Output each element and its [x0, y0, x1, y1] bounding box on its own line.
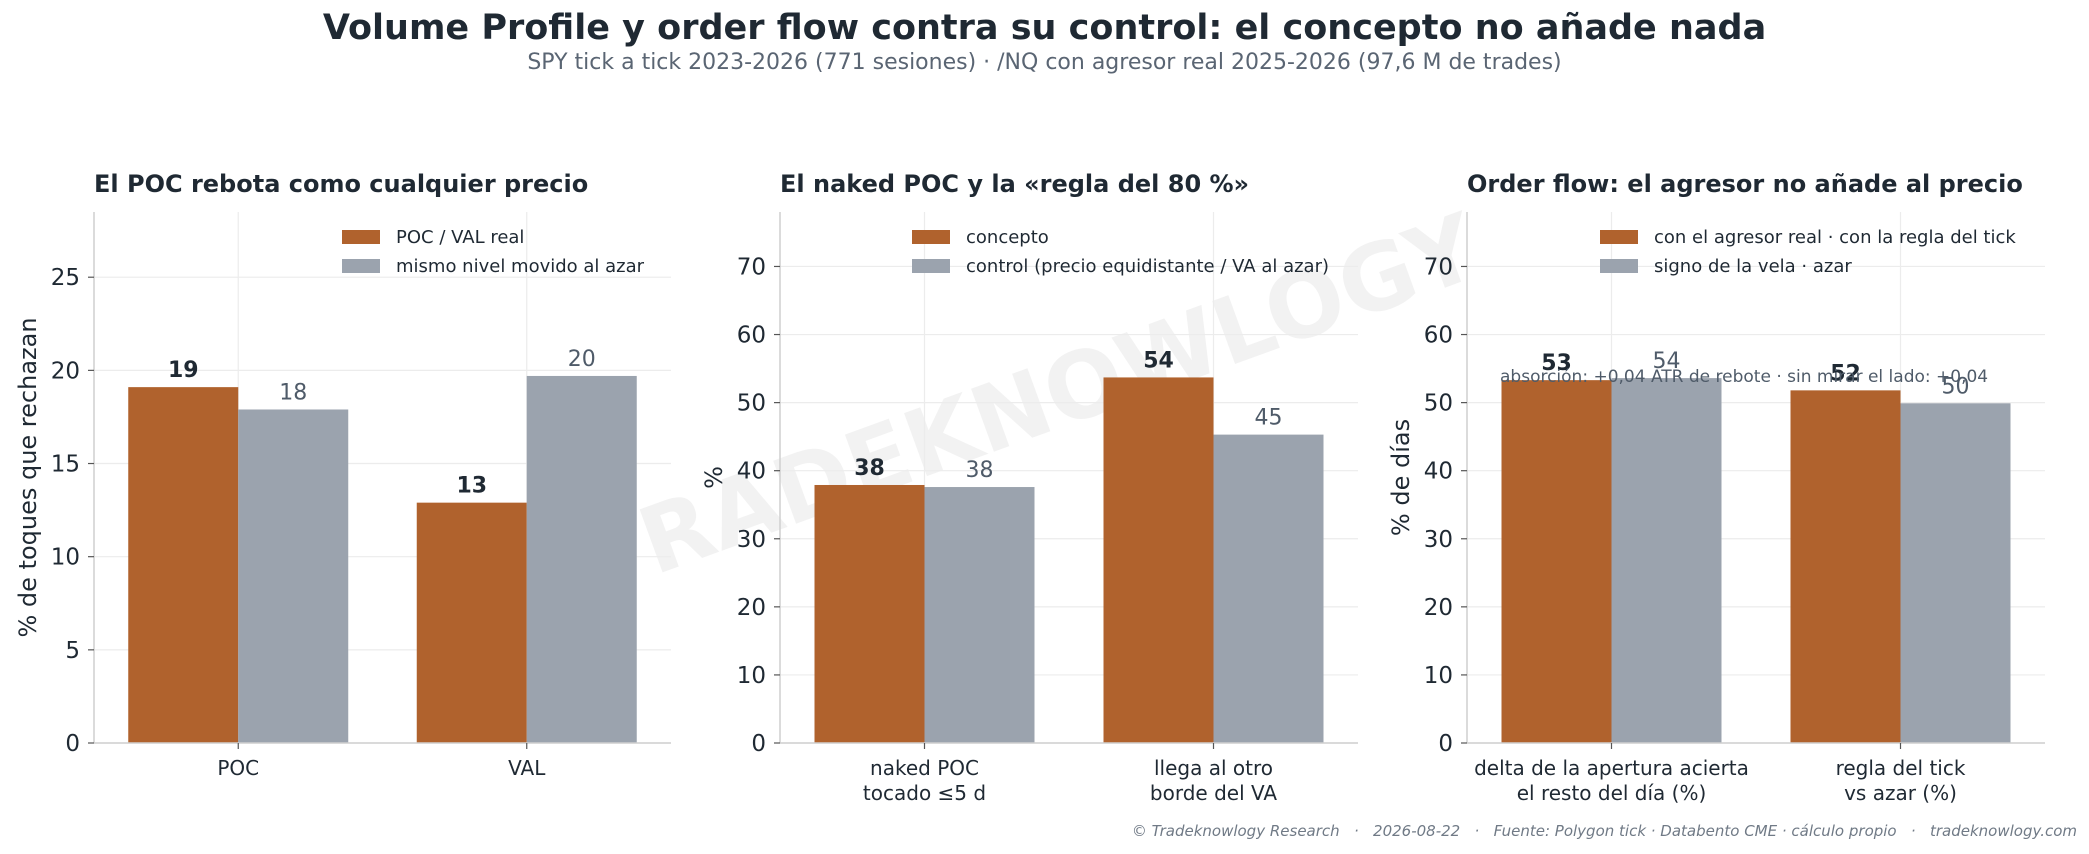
x-tick-label-line: vs azar (%) — [1844, 781, 1957, 805]
footer-credits: © Tradeknowlogy Research · 2026-08-22 · … — [1131, 822, 2077, 840]
bar-value-label: 13 — [456, 474, 487, 499]
bar-concept — [416, 502, 527, 743]
y-axis-label: % de días — [1387, 419, 1415, 536]
bar-value-label: 38 — [966, 458, 994, 483]
y-tick-label: 30 — [737, 527, 766, 553]
bar-concept — [1501, 380, 1612, 743]
bar-control — [924, 487, 1035, 743]
bar-value-label: 54 — [1143, 348, 1174, 373]
x-tick-label-line: POC — [217, 756, 259, 780]
x-tick-label-line: tocado ≤5 d — [863, 781, 986, 805]
x-tick-label: VAL — [508, 756, 546, 780]
y-tick-label: 0 — [1438, 731, 1453, 757]
y-tick-label: 70 — [1424, 254, 1453, 280]
y-tick-label: 60 — [737, 323, 766, 349]
legend-label: signo de la vela · azar — [1654, 256, 1852, 277]
x-tick-label-line: el resto del día (%) — [1517, 781, 1707, 805]
bar-control — [1611, 378, 1722, 743]
chart-annotation: absorción: +0,04 ATR de rebote · sin mir… — [1500, 367, 1988, 387]
bar-concept — [128, 387, 239, 743]
y-axis-label: % — [700, 466, 728, 489]
y-tick-label: 10 — [51, 545, 80, 571]
chart-title: El POC rebota como cualquier precio — [94, 170, 588, 198]
y-tick-label: 5 — [65, 638, 80, 664]
y-tick-label: 10 — [1424, 663, 1453, 689]
y-tick-label: 20 — [51, 358, 80, 384]
x-tick-label: POC — [217, 756, 259, 780]
y-tick-label: 30 — [1424, 527, 1453, 553]
legend-swatch — [342, 259, 380, 273]
y-tick-label: 50 — [737, 391, 766, 417]
y-tick-label: 15 — [51, 452, 80, 478]
x-tick-label: regla del tick vs azar (%) — [1836, 756, 1966, 805]
x-tick-label-line: borde del VA — [1150, 781, 1277, 805]
bar-control — [526, 375, 637, 743]
bar-value-label: 54 — [1653, 349, 1681, 374]
x-tick-label: naked POC tocado ≤5 d — [863, 756, 986, 805]
y-tick-label: 25 — [51, 265, 80, 291]
bar-value-label: 45 — [1255, 406, 1283, 431]
legend-label: POC / VAL real — [396, 227, 524, 248]
x-tick-label-line: llega al otro — [1154, 756, 1273, 780]
legend-label: con el agresor real · con la regla del t… — [1654, 227, 2016, 248]
y-tick-label: 60 — [1424, 323, 1453, 349]
bar-concept — [814, 484, 925, 743]
chart-title: Order flow: el agresor no añade al preci… — [1467, 170, 2023, 198]
x-tick-label-line: naked POC — [870, 756, 979, 780]
bar-value-label: 20 — [568, 347, 596, 372]
chart-panel-1: 19 13 18 20 0 5 10 15 20 25 POC VAL % de toques que … — [14, 170, 671, 780]
y-tick-label: 20 — [1424, 595, 1453, 621]
bar-control — [1213, 434, 1324, 743]
y-tick-label: 70 — [737, 254, 766, 280]
chart-panel-3: 53 52 54 50 0 10 20 30 40 50 60 70 delta de la apert… — [1387, 170, 2045, 805]
legend-swatch — [912, 230, 950, 244]
bar-value-label: 50 — [1942, 374, 1970, 399]
x-tick-label: delta de la apertura acierta el resto del… — [1474, 756, 1749, 805]
x-tick-label: llega al otro borde del VA — [1150, 756, 1277, 805]
x-tick-label-line: delta de la apertura acierta — [1474, 756, 1749, 780]
chart-title: El naked POC y la «regla del 80 %» — [780, 170, 1249, 198]
legend-swatch — [1600, 259, 1638, 273]
y-axis-label: % de toques que rechazan — [14, 317, 42, 637]
bar-control — [1900, 403, 2011, 743]
legend-swatch — [342, 230, 380, 244]
x-tick-label-line: VAL — [508, 756, 546, 780]
y-tick-label: 0 — [65, 731, 80, 757]
legend-swatch — [912, 259, 950, 273]
legend-label: mismo nivel movido al azar — [396, 256, 645, 277]
bar-concept — [1103, 377, 1214, 743]
bar-control — [238, 409, 349, 743]
chart-panel-2: 38 54 38 45 0 10 20 30 40 50 60 70 naked POC tocado ≤… — [700, 170, 1358, 805]
legend-label: concepto — [966, 227, 1049, 248]
bar-value-label: 19 — [168, 358, 199, 383]
x-tick-label-line: regla del tick — [1836, 756, 1966, 780]
y-tick-label: 0 — [751, 731, 766, 757]
bar-value-label: 18 — [279, 380, 307, 405]
y-tick-label: 40 — [737, 459, 766, 485]
legend-swatch — [1600, 230, 1638, 244]
bar-concept — [1790, 390, 1901, 743]
y-tick-label: 40 — [1424, 459, 1453, 485]
page-subtitle: SPY tick a tick 2023-2026 (771 sesiones)… — [527, 50, 1562, 75]
y-tick-label: 10 — [737, 663, 766, 689]
y-tick-label: 50 — [1424, 391, 1453, 417]
page-title: Volume Profile y order flow contra su co… — [322, 8, 1767, 48]
bar-value-label: 52 — [1830, 361, 1861, 386]
y-tick-label: 20 — [737, 595, 766, 621]
bar-value-label: 38 — [854, 456, 885, 481]
legend-label: control (precio equidistante / VA al aza… — [966, 256, 1329, 277]
bar-value-label: 53 — [1541, 351, 1572, 376]
